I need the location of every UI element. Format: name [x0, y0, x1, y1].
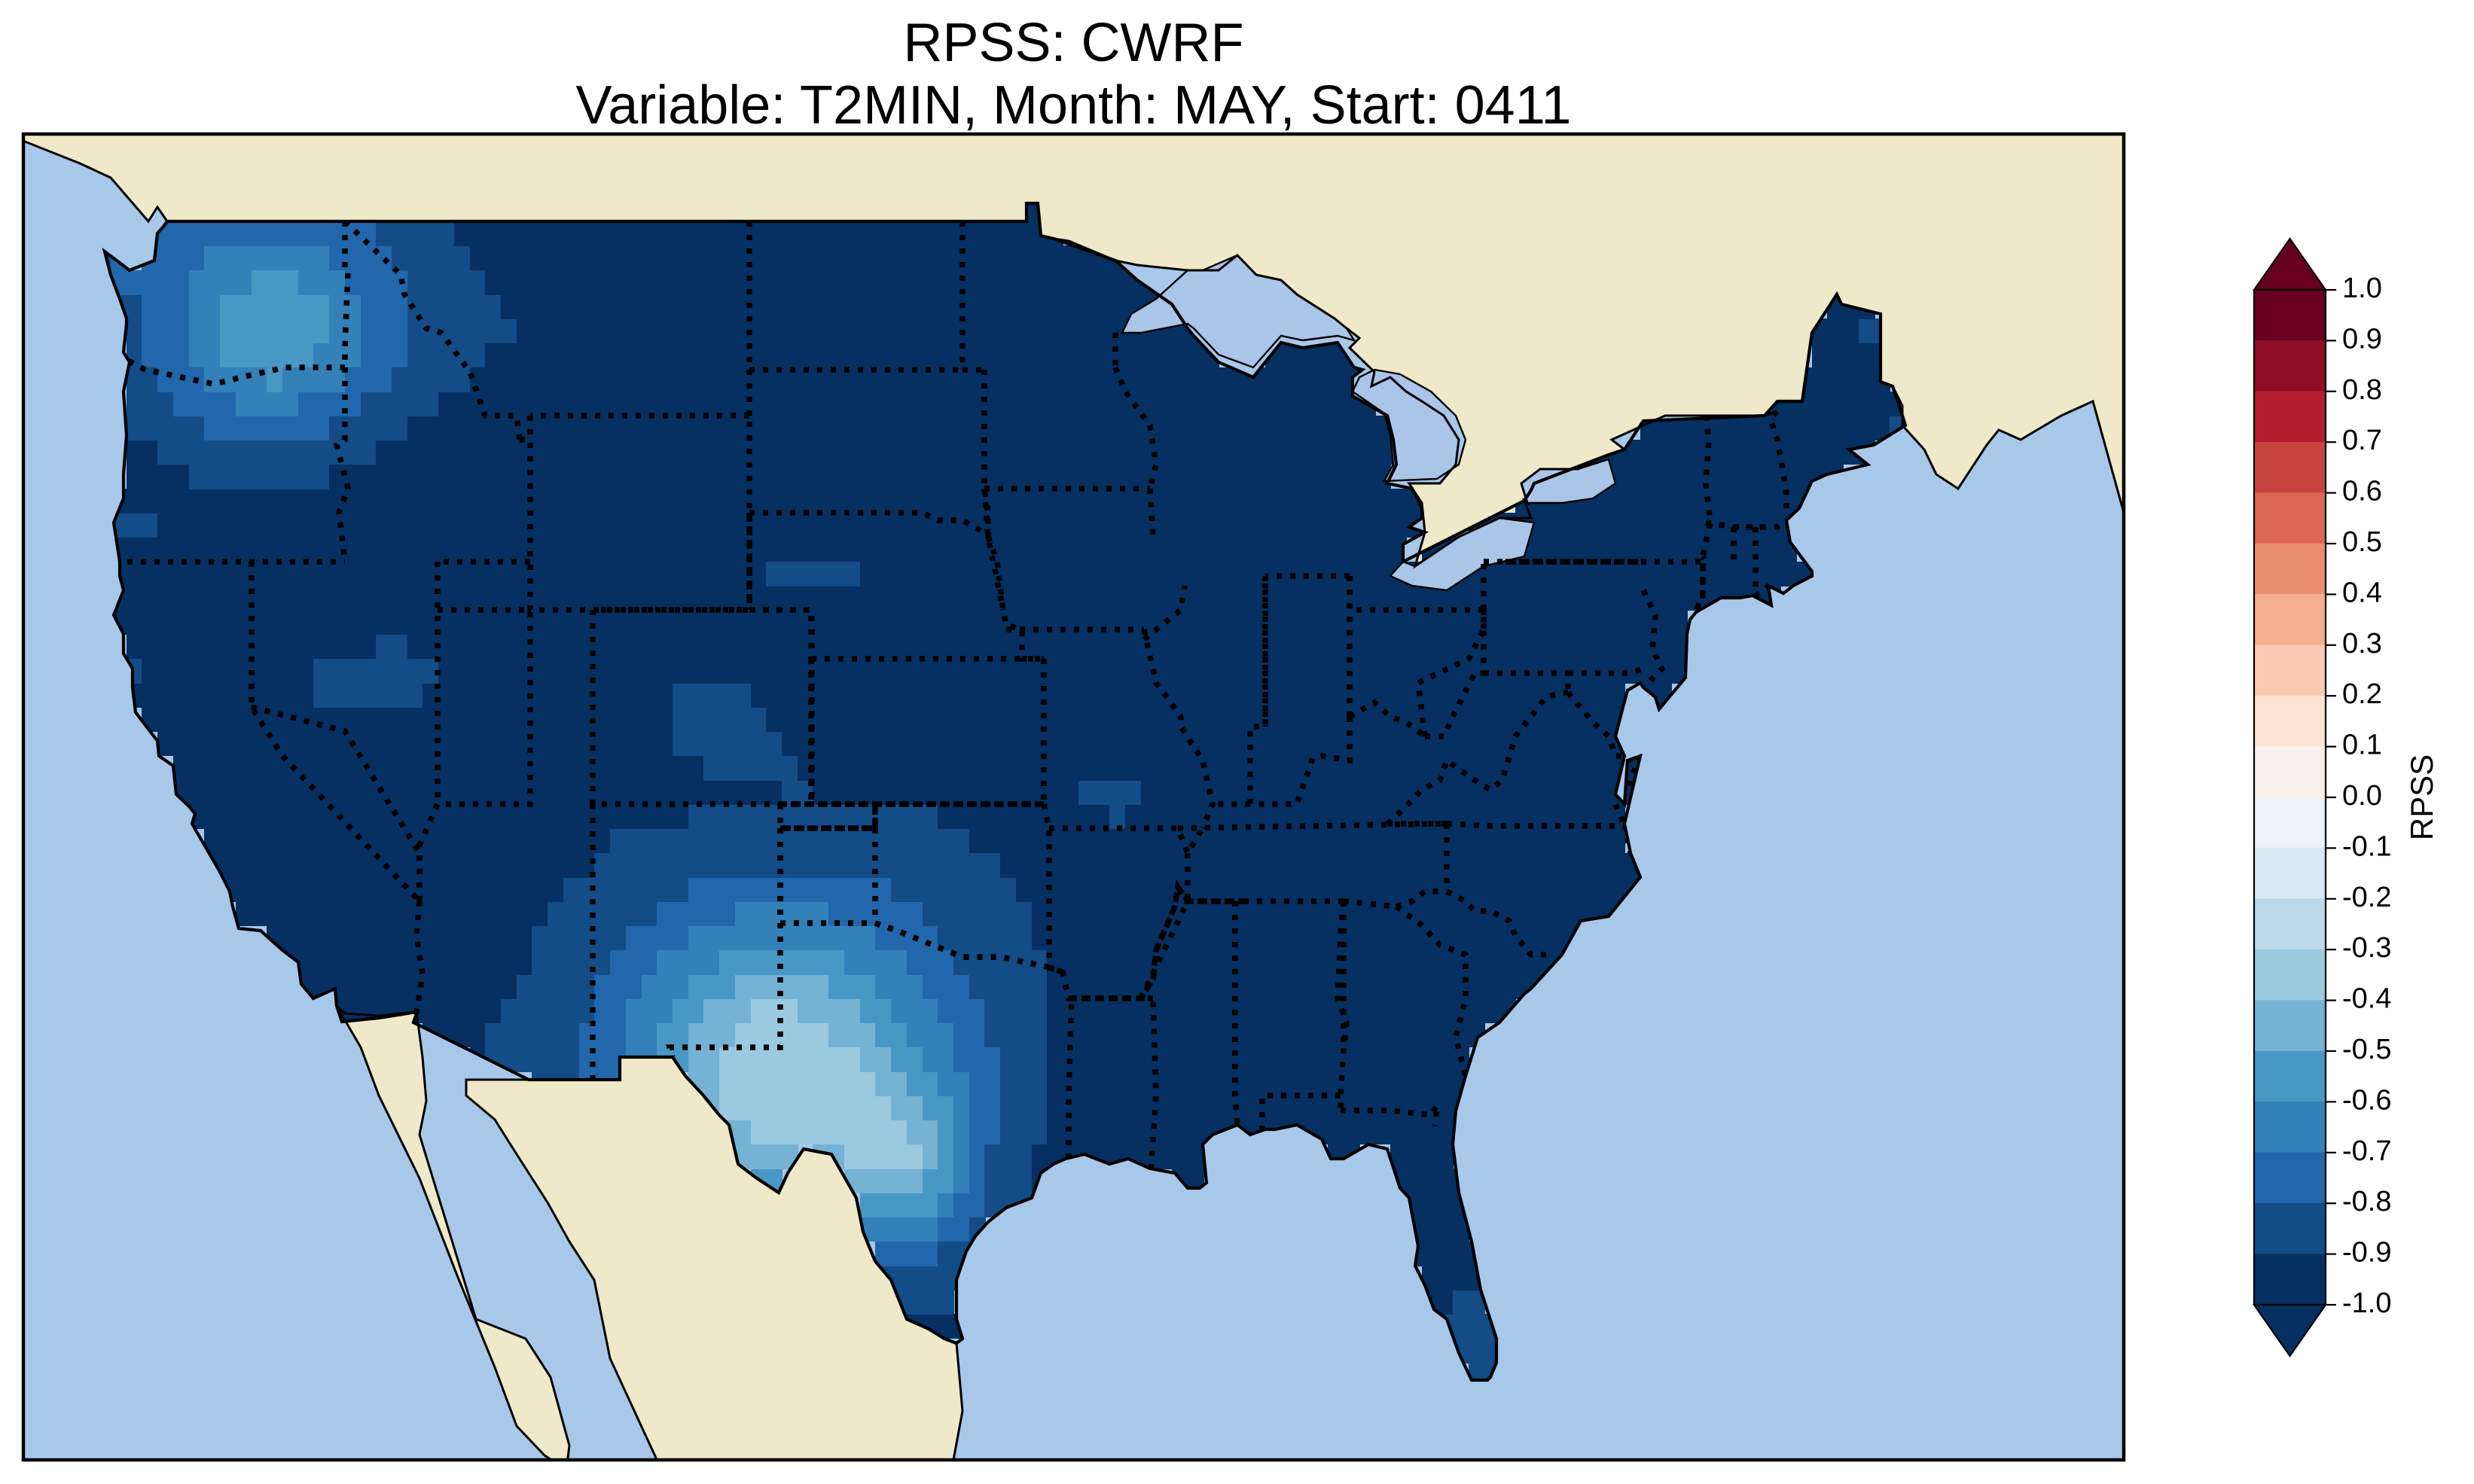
svg-text:0.0: 0.0 — [2342, 780, 2382, 812]
svg-text:-0.2: -0.2 — [2342, 882, 2391, 913]
svg-text:-0.7: -0.7 — [2342, 1135, 2391, 1167]
svg-text:-0.1: -0.1 — [2342, 830, 2391, 862]
svg-text:0.9: 0.9 — [2342, 323, 2382, 355]
svg-text:0.6: 0.6 — [2342, 476, 2382, 507]
svg-text:RPSS: RPSS — [2404, 754, 2439, 840]
svg-text:0.4: 0.4 — [2342, 577, 2382, 608]
svg-text:0.5: 0.5 — [2342, 526, 2382, 558]
svg-text:-0.6: -0.6 — [2342, 1084, 2391, 1116]
svg-text:0.1: 0.1 — [2342, 730, 2382, 761]
svg-text:0.2: 0.2 — [2342, 678, 2382, 710]
svg-text:0.3: 0.3 — [2342, 628, 2382, 660]
svg-text:-1.0: -1.0 — [2342, 1287, 2391, 1319]
svg-text:-0.4: -0.4 — [2342, 983, 2391, 1015]
svg-text:0.7: 0.7 — [2342, 425, 2382, 456]
svg-text:-0.8: -0.8 — [2342, 1186, 2391, 1217]
svg-text:-0.5: -0.5 — [2342, 1034, 2391, 1065]
svg-text:-0.3: -0.3 — [2342, 932, 2391, 964]
svg-text:1.0: 1.0 — [2342, 273, 2382, 304]
svg-text:-0.9: -0.9 — [2342, 1237, 2391, 1269]
svg-text:0.8: 0.8 — [2342, 374, 2382, 406]
